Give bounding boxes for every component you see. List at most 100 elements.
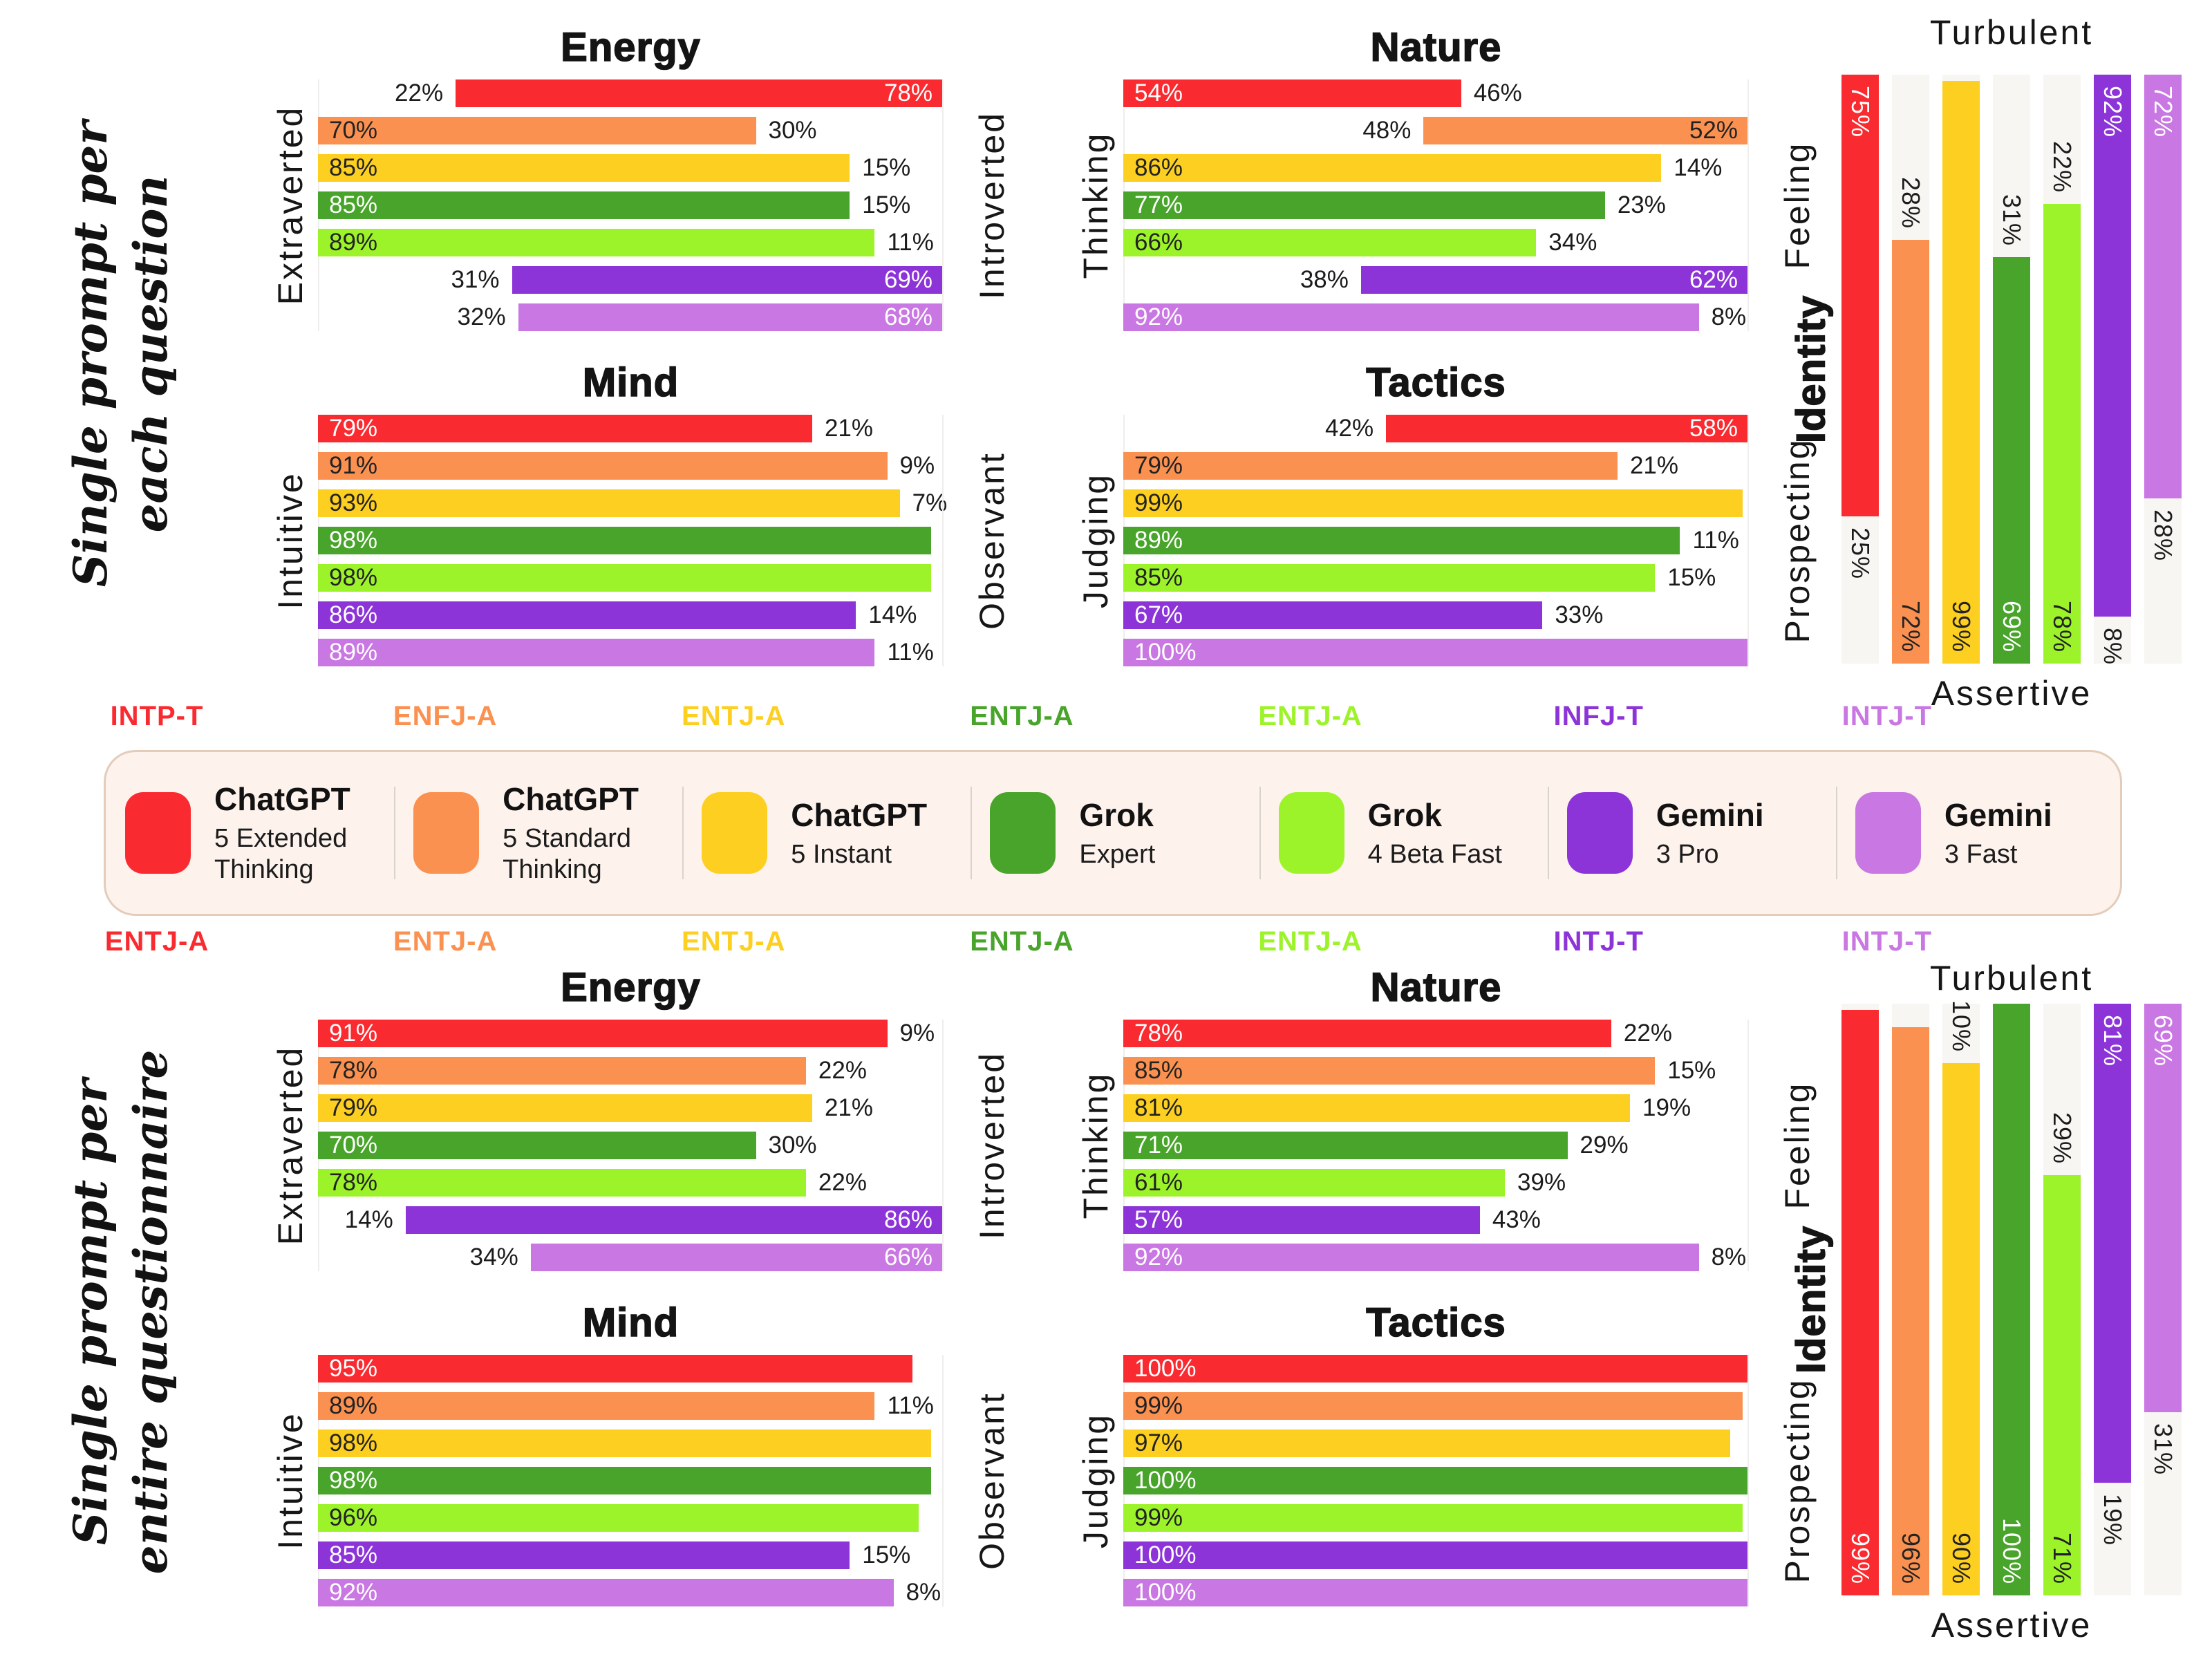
legend-item: Grok Expert: [990, 752, 1257, 914]
bar: [318, 1169, 806, 1197]
bar-value-wrap: 69%: [1993, 601, 2030, 653]
bar: [1123, 1057, 1656, 1085]
bar-value-outside: 19%: [1642, 1094, 1691, 1121]
bar-value-wrap: 29%: [2043, 1112, 2081, 1164]
bar-value: 100%: [1998, 1517, 2026, 1584]
bar-value: 79%: [329, 1094, 378, 1121]
bar: [318, 1541, 850, 1569]
mbti-result: ENTJ-A: [970, 701, 1074, 731]
legend-color-swatch: [125, 792, 191, 874]
bar-value: 28%: [1897, 176, 1925, 229]
identity-plot: 75% 25% 72% 28% 99% 69% 31% 78% 22% 92% 8% 72% 28%: [1841, 75, 2182, 665]
bar-row: 98%: [318, 1467, 944, 1494]
bar: [530, 1244, 944, 1271]
bar-row: 86% 14%: [1123, 154, 1749, 182]
bar-value: 54%: [1134, 79, 1183, 106]
bar: [1123, 1504, 1743, 1532]
bar: [318, 527, 931, 554]
bar: [1123, 452, 1618, 480]
axis-label-right: Introverted: [973, 111, 1011, 300]
bar-value: 86%: [329, 601, 378, 628]
bar-value-outside: 7%: [912, 489, 948, 516]
legend-model-name: Grok: [1367, 796, 1442, 833]
bar-value-outside: 15%: [1667, 564, 1716, 591]
bar-row: 86% 14%: [318, 1206, 944, 1234]
bar-row: 93% 7%: [318, 489, 947, 517]
bar-value-outside: 38%: [1300, 266, 1349, 293]
bar-value: 61%: [1134, 1169, 1183, 1196]
bar: [1892, 1027, 1929, 1595]
bar-row: 71% 29%: [1123, 1132, 1749, 1159]
bar: [518, 303, 944, 331]
axis-label-right: Introverted: [973, 1051, 1011, 1240]
bar: [1123, 1094, 1631, 1122]
bar: [318, 639, 875, 666]
bar: [1360, 266, 1749, 294]
bar: [456, 79, 944, 107]
bar-value-outside: 14%: [344, 1206, 393, 1233]
bar: [1123, 1467, 1749, 1494]
chart-title-identity: Identity: [1788, 294, 1835, 444]
bar-row: 89% 11%: [318, 1392, 944, 1420]
chart-panel-tactics: Tactics Judging Prospecting 100% 99% 97% 100% 9…: [1076, 1300, 1817, 1606]
bar: [1123, 1020, 1611, 1047]
bar-value: 57%: [1134, 1206, 1183, 1233]
bar-value: 92%: [2099, 86, 2127, 138]
bar-value-outside: 21%: [824, 415, 873, 442]
bar-value: 98%: [329, 1467, 378, 1494]
bar-row: 57% 43%: [1123, 1206, 1749, 1234]
bar-value: 8%: [2099, 627, 2127, 665]
bar-value: 96%: [329, 1504, 378, 1531]
legend-divider: [682, 787, 684, 879]
plot-area: 79% 21% 91% 9% 93% 7% 98% 98% 86% 14% 89% 11%: [318, 415, 947, 666]
bar-value-wrap: 96%: [1892, 1533, 1929, 1584]
bar-value-wrap: 81%: [2094, 1015, 2131, 1067]
bar-value: 78%: [883, 79, 932, 106]
axis-label-right: Feeling: [1778, 1081, 1817, 1210]
bar-column: 100%: [1993, 1004, 2030, 1595]
bar: [318, 229, 875, 256]
chart-title-identity: Identity: [1788, 1225, 1835, 1374]
bar-row: 100%: [1123, 1467, 1749, 1494]
bar-value: 97%: [1134, 1430, 1183, 1456]
legend-model-name: Grok: [1079, 796, 1154, 833]
legend-text: ChatGPT 5 Standard Thinking: [503, 780, 681, 885]
bar-row: 78% 22%: [1123, 1020, 1749, 1047]
bar-column: 99%: [1942, 75, 1980, 664]
section-title-line: each question: [124, 175, 178, 533]
bar: [1123, 229, 1537, 256]
mbti-result: ENTJ-A: [104, 926, 209, 957]
bar-column: 72% 28%: [1892, 75, 1929, 664]
legend-color-swatch: [702, 792, 768, 874]
bar-value-wrap: 72%: [2144, 86, 2182, 138]
bar-value: 29%: [2048, 1112, 2077, 1165]
bar-value: 58%: [1689, 415, 1738, 442]
plot-area: 95% 89% 11% 98% 98% 96% 85% 15% 92% 8%: [318, 1355, 944, 1606]
bar-row: 62% 38%: [1123, 266, 1749, 294]
bar-value: 79%: [1134, 452, 1183, 479]
bar-value-outside: 29%: [1580, 1132, 1629, 1159]
bar-value: 99%: [1134, 1392, 1183, 1419]
bar: [318, 1020, 888, 1047]
bar-value-wrap: 69%: [2144, 1015, 2182, 1067]
legend-model-variant: 5 Instant: [791, 839, 892, 869]
bar: [2043, 1175, 2081, 1595]
bar: [2144, 1004, 2182, 1412]
section-title-line: Single prompt per: [63, 1078, 118, 1546]
bar-value: 85%: [329, 191, 378, 218]
bar: [1423, 117, 1749, 144]
bar-value-wrap: 90%: [1942, 1533, 1980, 1584]
bar-row: 89% 11%: [318, 639, 944, 666]
legend-model-variant: 5 Extended Thinking: [214, 824, 348, 884]
bar-row: 69% 31%: [318, 266, 944, 294]
legend-text: Gemini 3 Fast: [1944, 796, 2123, 870]
bar-value-outside: 22%: [395, 79, 444, 106]
legend-divider: [1835, 787, 1837, 879]
axis-label-turbulent: Turbulent: [1929, 13, 2094, 52]
bar-row: 85% 15%: [318, 191, 944, 219]
legend-text: Grok 4 Beta Fast: [1368, 796, 1546, 870]
mbti-result: ENTJ-A: [970, 926, 1074, 957]
bar-row: 68% 32%: [318, 303, 944, 331]
bar-value: 10%: [1947, 1000, 1976, 1052]
